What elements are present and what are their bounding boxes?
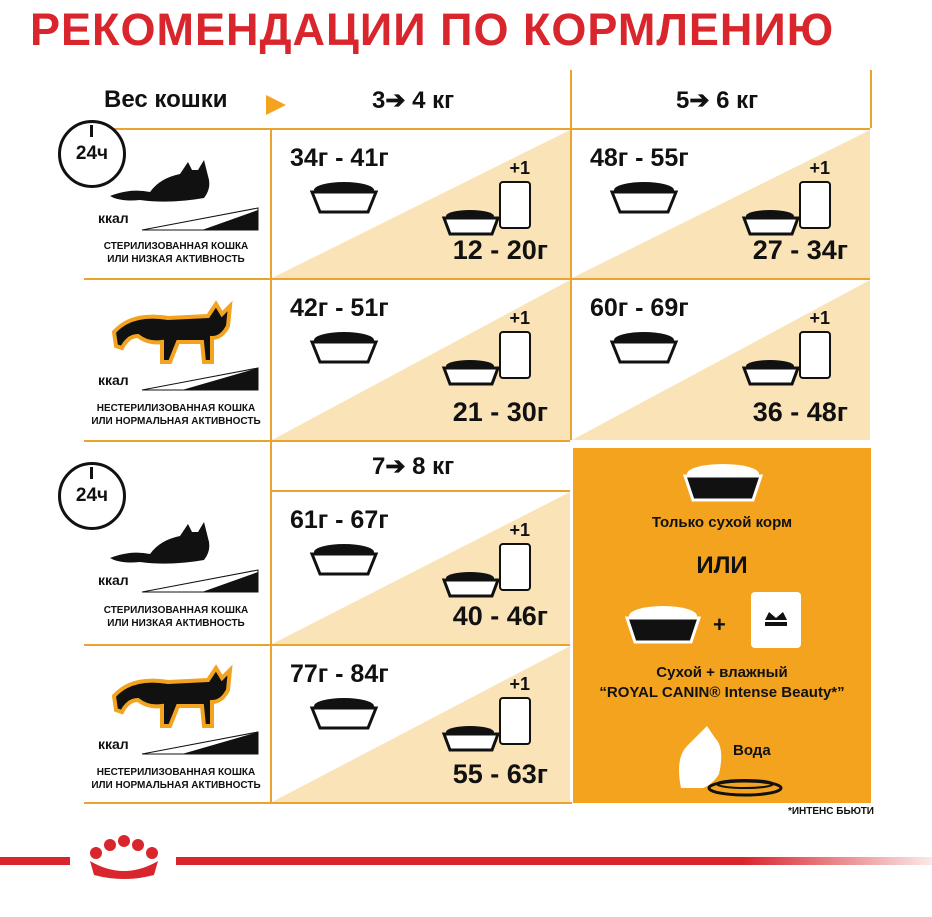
- weight-header-3-4: 3➔ 4 кг: [372, 87, 455, 114]
- grid-line: [270, 128, 272, 804]
- combo-line-2: “ROYAL CANIN® Intense Beauty*”: [599, 684, 845, 701]
- cat-drinking-icon: [679, 726, 783, 797]
- feeding-options-panel: Только сухой корм ИЛИ + Сухой + влажный …: [573, 448, 871, 803]
- grid-line: [870, 70, 872, 128]
- footnote: *ИНТЕНС БЬЮТИ: [787, 806, 874, 817]
- pouch-icon: [751, 592, 801, 648]
- grid-line: [270, 802, 572, 804]
- clock-label: 24ч: [75, 143, 109, 164]
- dry-food-amount: 77г - 84г: [290, 660, 389, 688]
- plus-one-label: +1: [509, 674, 530, 694]
- lying-cat-icon: [110, 522, 210, 564]
- profile-description: СТЕРИЛИЗОВАННАЯ КОШКА ИЛИ НИЗКАЯ АКТИВНО…: [103, 605, 249, 629]
- kcal-scale-icon: [142, 731, 259, 755]
- dry-food-amount: 48г - 55г: [590, 144, 689, 172]
- bowl-and-pouch-icon: [441, 543, 531, 598]
- plus-sign: +: [713, 612, 726, 637]
- bowl-and-pouch-icon: [441, 697, 531, 752]
- clock-24h-icon: 24ч: [58, 462, 126, 530]
- kcal-label: ккал: [98, 210, 129, 226]
- wet-food-amount: 36 - 48г: [752, 397, 848, 427]
- footer-red-bar: [0, 857, 932, 865]
- dry-food-amount: 61г - 67г: [290, 506, 389, 534]
- dry-only-label: Только сухой корм: [651, 514, 793, 531]
- grid-line: [570, 130, 572, 440]
- grid-line: [270, 490, 570, 492]
- bowl-icon: [309, 698, 379, 730]
- bowl-and-pouch-icon: [741, 181, 831, 236]
- combo-line-1: Сухой + влажный: [656, 664, 788, 681]
- bowl-icon: [309, 182, 379, 214]
- bowl-icon: [609, 182, 679, 214]
- kcal-scale-icon: [142, 207, 259, 231]
- royal-canin-crown-logo: [90, 835, 158, 879]
- wet-food-amount: 12 - 20г: [452, 235, 548, 265]
- feeding-cell: 48г - 55г +1 27 - 34г: [572, 130, 870, 278]
- bowl-icon: [609, 332, 679, 364]
- wet-food-amount: 55 - 63г: [452, 759, 548, 789]
- wet-food-amount: 40 - 46г: [452, 601, 548, 631]
- plus-one-label: +1: [509, 158, 530, 178]
- walking-cat-icon: [111, 300, 233, 364]
- wet-food-amount: 27 - 34г: [752, 235, 848, 265]
- or-label: ИЛИ: [696, 552, 748, 579]
- walking-cat-icon: [111, 664, 233, 728]
- bowl-and-pouch-icon: [741, 331, 831, 386]
- grid-line: [270, 128, 870, 130]
- plus-one-label: +1: [809, 308, 830, 328]
- profile-description: НЕСТЕРИЛИЗОВАННАЯ КОШКА ИЛИ НОРМАЛЬНАЯ А…: [91, 403, 261, 427]
- bowl-and-pouch-icon: [441, 331, 531, 386]
- feeding-cell: 42г - 51г +1 21 - 30г: [272, 280, 570, 440]
- dry-food-amount: 34г - 41г: [290, 144, 389, 172]
- grid-line: [84, 128, 272, 130]
- wet-food-amount: 21 - 30г: [452, 397, 548, 427]
- kcal-scale-icon: [142, 569, 259, 593]
- profile-description: НЕСТЕРИЛИЗОВАННАЯ КОШКА ИЛИ НОРМАЛЬНАЯ А…: [91, 767, 261, 791]
- dry-food-amount: 60г - 69г: [590, 294, 689, 322]
- grid-line: [84, 644, 272, 646]
- grid-line: [270, 644, 570, 646]
- kcal-scale-icon: [142, 367, 259, 391]
- feeding-cell: 60г - 69г +1 36 - 48г: [572, 280, 870, 440]
- grid-line: [270, 278, 870, 280]
- bowl-icon: [682, 464, 764, 502]
- bowl-icon: [624, 606, 702, 644]
- grid-line: [84, 278, 272, 280]
- bowl-icon: [309, 544, 379, 576]
- grid-line: [84, 440, 272, 442]
- dry-food-amount: 42г - 51г: [290, 294, 389, 322]
- kcal-label: ккал: [98, 572, 129, 588]
- bowl-and-pouch-icon: [441, 181, 531, 236]
- arrow-right-icon: [266, 95, 286, 115]
- plus-one-label: +1: [509, 520, 530, 540]
- feeding-cell: 34г - 41г +1 12 - 20г: [272, 130, 570, 278]
- weight-header-7-8: 7➔ 8 кг: [372, 453, 455, 480]
- grid-line: [270, 440, 570, 442]
- feeding-cell: 61г - 67г +1 40 - 46г: [272, 492, 570, 644]
- page-title: РЕКОМЕНДАЦИИ ПО КОРМЛЕНИЮ: [30, 4, 835, 55]
- plus-one-label: +1: [809, 158, 830, 178]
- kcal-label: ккал: [98, 736, 129, 752]
- bowl-icon: [309, 332, 379, 364]
- lying-cat-icon: [110, 160, 210, 202]
- feeding-cell: 77г - 84г +1 55 - 63г: [272, 646, 570, 802]
- plus-one-label: +1: [509, 308, 530, 328]
- clock-label: 24ч: [75, 485, 109, 506]
- grid-line: [84, 802, 272, 804]
- clock-24h-icon: 24ч: [58, 120, 126, 188]
- water-label: Вода: [733, 742, 771, 759]
- weight-label: Вес кошки: [104, 86, 228, 113]
- profile-description: СТЕРИЛИЗОВАННАЯ КОШКА ИЛИ НИЗКАЯ АКТИВНО…: [103, 241, 249, 265]
- weight-header-5-6: 5➔ 6 кг: [676, 87, 759, 114]
- kcal-label: ккал: [98, 372, 129, 388]
- grid-line: [570, 70, 572, 130]
